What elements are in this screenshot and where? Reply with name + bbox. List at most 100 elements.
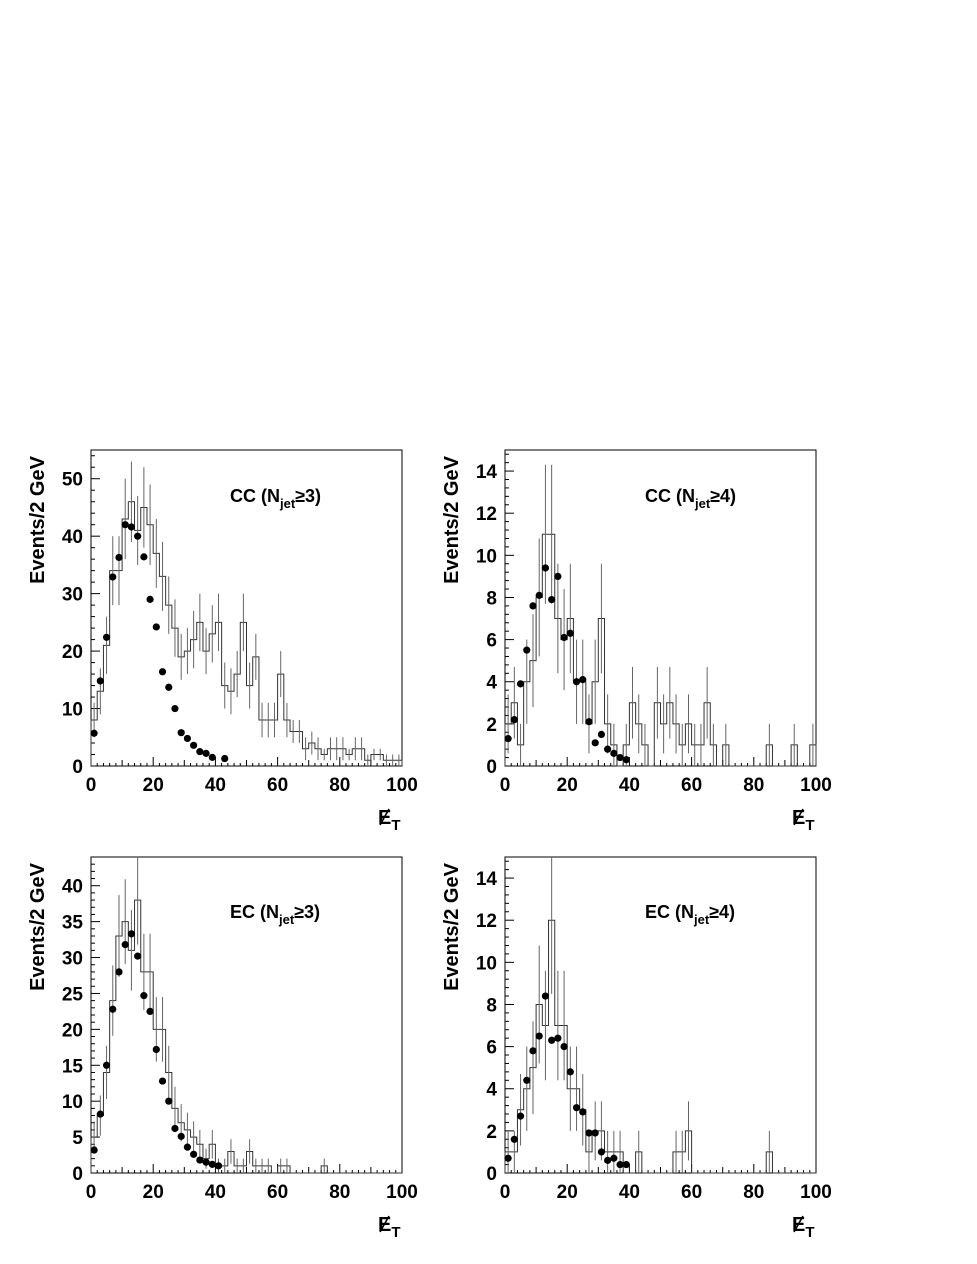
data-point (140, 553, 148, 561)
x-axis-title: ET (378, 1214, 401, 1241)
data-point (158, 1077, 167, 1085)
y-axis-title: Events/2 GeV (441, 455, 463, 584)
missing-et-slash (379, 808, 390, 826)
y-tick-label: 15 (62, 1056, 84, 1077)
y-tick-label: 12 (476, 911, 497, 932)
x-tick-label: 0 (86, 1182, 97, 1203)
y-tick-label: 0 (72, 1164, 83, 1185)
data-point (579, 1108, 587, 1116)
panel-label-tail: ≥3) (294, 902, 320, 922)
histogram-line (90, 501, 403, 766)
y-tick-label: 0 (486, 1164, 497, 1185)
x-axis-title-sub: T (805, 1224, 814, 1241)
x-axis-title-sub: T (391, 817, 400, 834)
y-tick-label: 4 (486, 673, 497, 694)
data-point (127, 930, 136, 938)
histogram-line (504, 919, 816, 1174)
panel-label: CC (Njet≥4) (645, 486, 736, 511)
data-point (196, 748, 204, 756)
data-point (221, 754, 229, 763)
data-point (102, 1061, 111, 1069)
x-tick-label: 60 (267, 1182, 288, 1203)
data-point (566, 629, 574, 637)
data-point (535, 1032, 543, 1040)
y-axis-title: Events/2 GeV (441, 862, 463, 991)
x-tick-label: 80 (329, 775, 350, 796)
data-point (554, 572, 562, 581)
y-tick-label: 14 (476, 869, 498, 890)
data-point (516, 1112, 525, 1120)
y-axis-title: Events/2 GeV (27, 455, 49, 584)
y-tick-label: 12 (476, 504, 497, 525)
data-point (510, 1135, 518, 1143)
data-point (523, 1076, 531, 1084)
x-tick-label: 40 (619, 1182, 640, 1203)
data-point (134, 532, 142, 540)
x-tick-label: 0 (86, 775, 97, 796)
data-point (152, 1045, 160, 1054)
data-point (96, 677, 104, 685)
panel-ec-njet3: 0 20 40 60 80 100 0 5 10 15 20 25 30 35 40 Events/2 GeV… (27, 856, 418, 1241)
x-tick-label: 20 (557, 775, 578, 796)
x-axis-title: ET (792, 807, 815, 834)
panel-label: CC (Njet≥3) (230, 486, 321, 511)
data-point (591, 739, 599, 747)
data-point (90, 1146, 98, 1154)
x-tick-label: 60 (681, 1182, 702, 1203)
data-point (171, 704, 179, 713)
y-tick-label: 10 (476, 546, 497, 567)
data-point (504, 1154, 512, 1162)
data-point (591, 1129, 599, 1137)
x-tick-label: 80 (743, 1182, 764, 1203)
data-point (96, 1110, 104, 1118)
data-point (604, 745, 612, 753)
data-point (616, 1160, 624, 1169)
x-tick-label: 80 (743, 775, 764, 796)
panel-label-main: EC (N (230, 902, 279, 922)
data-point (566, 1068, 574, 1076)
x-tick-label: 40 (205, 1182, 226, 1203)
data-point (610, 749, 618, 757)
data-point (616, 753, 624, 762)
panel-label-sub: jet (694, 496, 711, 511)
x-tick-label: 60 (681, 775, 702, 796)
y-tick-label: 50 (62, 470, 83, 491)
y-tick-label: 30 (62, 949, 83, 970)
y-tick-label: 30 (62, 585, 83, 606)
x-tick-label: 20 (557, 1182, 578, 1203)
x-tick-label: 0 (500, 1182, 511, 1203)
data-point (510, 716, 518, 724)
x-tick-label: 0 (500, 775, 511, 796)
x-tick-label: 20 (143, 1182, 164, 1203)
y-tick-label: 8 (486, 588, 497, 609)
x-tick-label: 100 (800, 775, 832, 796)
y-tick-label: 25 (62, 984, 84, 1005)
data-point (190, 741, 198, 749)
y-tick-label: 35 (62, 913, 84, 934)
data-point (585, 1129, 593, 1137)
x-tick-label: 40 (619, 775, 640, 796)
data-point (121, 521, 129, 529)
y-tick-label: 2 (486, 715, 497, 736)
data-point (208, 753, 216, 761)
x-tick-label: 100 (386, 1182, 418, 1203)
x-tick-label: 40 (205, 775, 226, 796)
x-tick-label: 60 (267, 775, 288, 796)
data-point (554, 1034, 562, 1042)
data-point (523, 646, 531, 654)
y-tick-label: 0 (486, 757, 497, 778)
data-point (560, 633, 568, 642)
panel-label-tail: ≥4) (709, 902, 735, 922)
data-point (134, 952, 142, 960)
panel-label-tail: ≥4) (710, 486, 736, 506)
data-point (560, 1043, 568, 1051)
x-axis-title: ET (378, 807, 401, 834)
y-tick-label: 40 (62, 877, 83, 898)
panel-label-main: CC (N (645, 486, 695, 506)
data-point (146, 595, 154, 603)
data-point (190, 1150, 198, 1158)
x-axis-title: ET (792, 1214, 815, 1241)
data-point (597, 1148, 606, 1156)
y-tick-label: 10 (62, 1092, 83, 1113)
